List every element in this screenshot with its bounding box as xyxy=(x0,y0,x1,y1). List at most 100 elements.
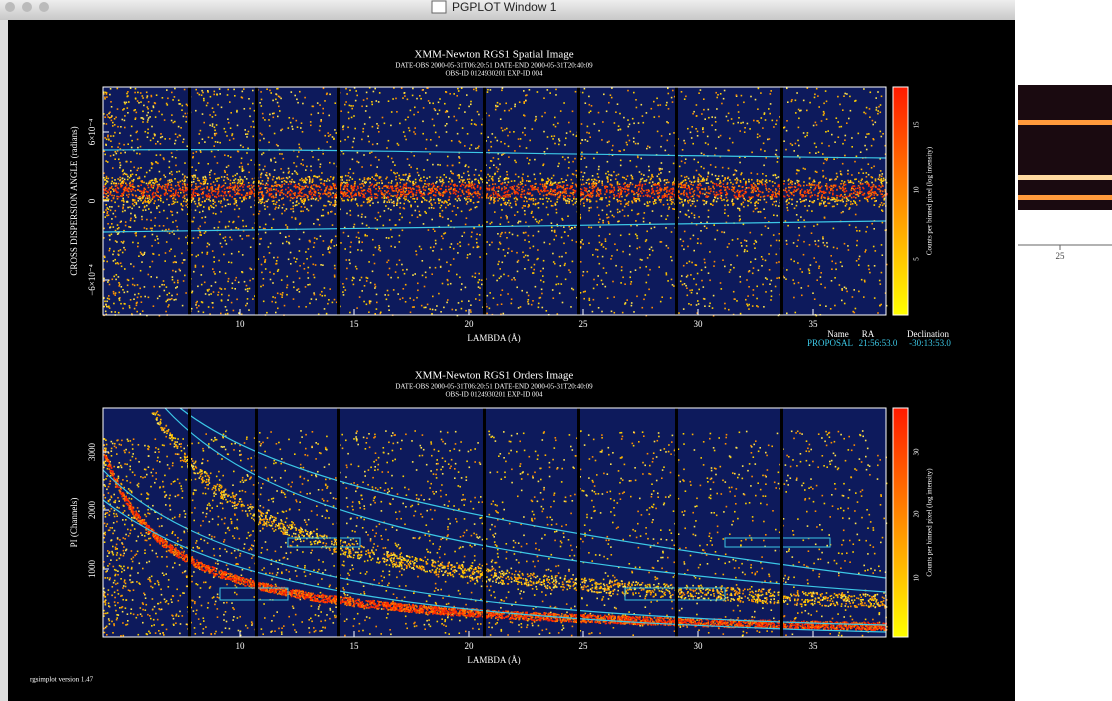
zoom-button[interactable] xyxy=(39,2,49,12)
pixel xyxy=(536,259,538,261)
pixel xyxy=(311,298,313,300)
pixel xyxy=(697,135,699,137)
pixel xyxy=(525,100,527,102)
pixel xyxy=(258,182,260,184)
pixel xyxy=(421,201,423,203)
pixel xyxy=(235,277,237,279)
pixel xyxy=(815,186,817,188)
pixel xyxy=(443,182,445,184)
pixel xyxy=(840,261,842,263)
pixel xyxy=(671,97,673,99)
pixel xyxy=(762,127,764,129)
pixel xyxy=(215,213,217,215)
pixel xyxy=(113,251,115,253)
pixel xyxy=(319,125,321,127)
pixel xyxy=(865,182,867,184)
pixel xyxy=(733,123,735,125)
pixel xyxy=(648,166,650,168)
pixel xyxy=(624,199,626,201)
pixel xyxy=(218,227,220,229)
pixel xyxy=(147,198,149,200)
pixel xyxy=(841,300,843,302)
pixel xyxy=(489,203,491,205)
pixel xyxy=(750,232,752,234)
pixel xyxy=(476,206,478,208)
pixel xyxy=(432,250,434,252)
pixel xyxy=(690,304,692,306)
pixel xyxy=(334,275,336,277)
pixel xyxy=(124,210,126,212)
pixel xyxy=(105,304,107,306)
pixel xyxy=(370,165,372,167)
pixel xyxy=(246,303,248,305)
pixel xyxy=(261,105,263,107)
pixel xyxy=(265,224,267,226)
minimize-button[interactable] xyxy=(22,2,32,12)
pixel xyxy=(631,175,633,177)
pixel xyxy=(426,139,428,141)
pixel xyxy=(851,186,853,188)
pixel xyxy=(816,88,818,90)
pixel xyxy=(514,150,516,152)
pixel xyxy=(240,183,242,185)
pixel xyxy=(130,218,132,220)
pixel xyxy=(686,287,688,289)
pixel xyxy=(122,178,124,180)
pixel xyxy=(455,214,457,216)
pixel xyxy=(221,299,223,301)
pixel xyxy=(347,136,349,138)
pixel xyxy=(169,250,171,252)
pixel xyxy=(501,204,503,206)
pixel xyxy=(225,236,227,238)
pixel xyxy=(144,176,146,178)
pixel xyxy=(423,107,425,109)
pixel xyxy=(540,270,542,272)
pixel xyxy=(207,102,209,104)
pixel xyxy=(568,167,570,169)
pixel xyxy=(393,203,395,205)
pixel xyxy=(468,166,470,168)
pixel xyxy=(687,128,689,130)
pixel xyxy=(811,210,813,212)
pixel xyxy=(765,175,767,177)
close-button[interactable] xyxy=(5,2,15,12)
pixel xyxy=(521,189,523,191)
pixel xyxy=(202,193,204,195)
pixel xyxy=(107,223,109,225)
pixel xyxy=(288,127,290,129)
pixel xyxy=(325,205,327,207)
pixel xyxy=(859,191,861,193)
pixel xyxy=(791,101,793,103)
pixel xyxy=(450,283,452,285)
pixel xyxy=(731,118,733,120)
pixel xyxy=(239,176,241,178)
pixel xyxy=(229,221,231,223)
pixel xyxy=(524,239,526,241)
pixel xyxy=(804,168,806,170)
pixel xyxy=(413,299,415,301)
pixel xyxy=(654,199,656,201)
pixel xyxy=(728,113,730,115)
pixel xyxy=(168,204,170,206)
pixel xyxy=(592,175,594,177)
pixel xyxy=(328,189,330,191)
pixel xyxy=(105,183,107,185)
pixel xyxy=(346,93,348,95)
pixel xyxy=(509,205,511,207)
pixel xyxy=(837,96,839,98)
pixel xyxy=(698,303,700,305)
pixel xyxy=(467,257,469,259)
pixel xyxy=(273,203,275,205)
pixel xyxy=(302,131,304,133)
pixel xyxy=(799,235,801,237)
pixel xyxy=(179,135,181,137)
pixel xyxy=(719,186,721,188)
pixel xyxy=(685,158,687,160)
pixel xyxy=(320,182,322,184)
pixel xyxy=(376,182,378,184)
pixel xyxy=(235,178,237,180)
pixel xyxy=(320,235,322,237)
pixel xyxy=(224,171,226,173)
pixel xyxy=(858,258,860,260)
pixel xyxy=(865,231,867,233)
